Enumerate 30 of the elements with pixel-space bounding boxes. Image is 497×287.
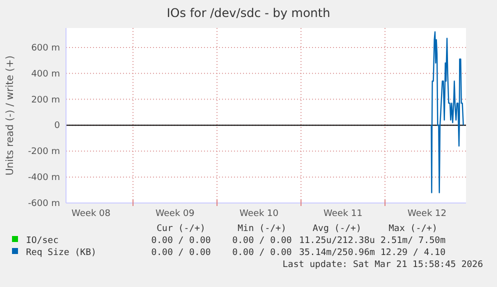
legend-label: IO/sec bbox=[26, 236, 59, 246]
chart-title: IOs for /dev/sdc - by month bbox=[166, 6, 330, 20]
text: 11.25u/212.38u bbox=[299, 236, 375, 246]
x-tick-label: Week 12 bbox=[408, 209, 446, 219]
text: 12.29 / 4.10 bbox=[380, 248, 446, 258]
y-tick-label: -400 m bbox=[28, 173, 60, 184]
y-tick-label: 200 m bbox=[31, 95, 60, 106]
text: 0.00 / 0.00 bbox=[151, 248, 211, 258]
y-tick-label: -200 m bbox=[28, 147, 60, 158]
text: Max (-/+) bbox=[388, 224, 438, 234]
legend-label: Req Size (KB) bbox=[26, 248, 96, 258]
y-tick-label: 600 m bbox=[31, 43, 60, 54]
y-tick-label: -600 m bbox=[28, 199, 60, 209]
y-tick-label: 400 m bbox=[31, 69, 60, 80]
line-series bbox=[430, 31, 464, 194]
text: 0.00 / 0.00 bbox=[232, 248, 292, 258]
x-tick-label: Week 11 bbox=[324, 209, 362, 219]
x-tick-label: Week 08 bbox=[72, 209, 111, 219]
text: Last update: Sat Mar 21 15:58:45 2026 bbox=[282, 260, 483, 270]
x-tick-label: Week 09 bbox=[156, 209, 195, 219]
y-tick-label: 0 bbox=[54, 121, 60, 132]
text: 0.00 / 0.00 bbox=[232, 236, 292, 246]
text: Min (-/+) bbox=[238, 224, 286, 234]
text: 2.51m/ 7.50m bbox=[380, 236, 446, 246]
text: Avg (-/+) bbox=[312, 224, 362, 234]
x-tick-label: Week 10 bbox=[240, 209, 279, 219]
text: 35.14m/250.96m bbox=[299, 248, 375, 258]
text: Cur (-/+) bbox=[156, 224, 206, 234]
y-axis-title: Units read (-) / write (+) bbox=[5, 55, 16, 176]
text: 0.00 / 0.00 bbox=[151, 236, 211, 246]
